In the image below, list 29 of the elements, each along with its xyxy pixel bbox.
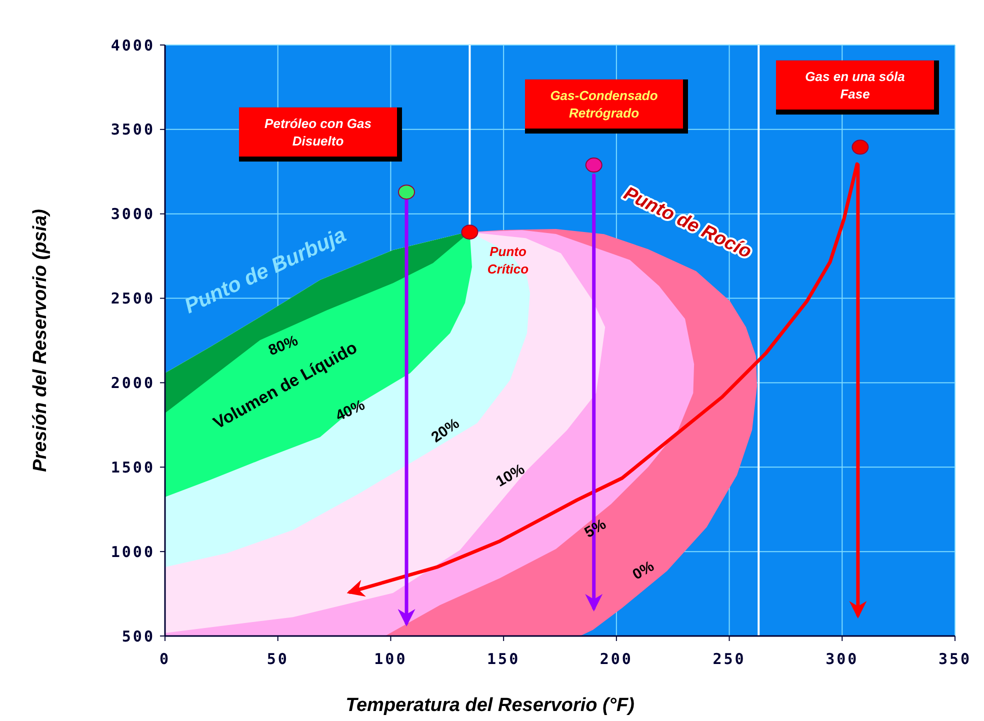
annotation: 10% (493, 460, 528, 491)
x-tick-label: 250 (712, 650, 746, 668)
annotation: 80% (266, 332, 300, 360)
annotation: Gas en una sóla Fase (805, 68, 905, 102)
x-tick-label: 350 (938, 650, 972, 668)
y-tick-label: 4000 (110, 36, 155, 54)
y-tick-label: 1000 (110, 542, 155, 561)
annotation: Punto de Rocío (620, 183, 755, 264)
y-tick-label: 3500 (110, 120, 155, 139)
y-tick-label: 2000 (110, 374, 155, 392)
annotation: Petróleo con Gas Disuelto (264, 116, 372, 148)
y-tick-label: 2500 (110, 290, 155, 308)
x-tick-label: 100 (374, 650, 408, 668)
y-tick-label: 1500 (110, 458, 155, 476)
x-tick-label: 200 (600, 650, 633, 668)
annotation: 20% (428, 415, 463, 446)
x-tick-label: 300 (826, 650, 859, 668)
x-tick-label: 150 (487, 650, 520, 668)
y-axis-title: Presión del Reservorio (psia) (30, 209, 51, 472)
annotation: 40% (333, 396, 368, 425)
x-tick-label: 50 (266, 650, 289, 668)
y-tick-label: 500 (122, 627, 155, 646)
annotation: Punto Crítico (487, 244, 529, 276)
x-axis-title: Temperatura del Reservorio (°F) (346, 695, 634, 716)
annotation: Gas-Condensado Retrógrado (550, 88, 658, 120)
y-tick-label: 3000 (110, 205, 155, 224)
annotation: 5% (582, 516, 610, 542)
x-tick-label: 0 (159, 650, 171, 668)
annotation: 0% (630, 558, 658, 584)
